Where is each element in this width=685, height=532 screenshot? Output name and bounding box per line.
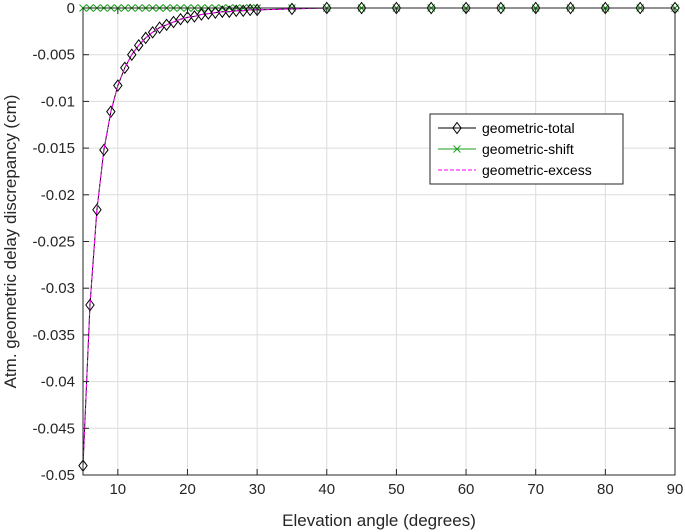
data-point-geometric-total	[99, 143, 109, 157]
data-point-geometric-total	[120, 61, 130, 75]
legend-marker	[453, 145, 461, 153]
y-tick-label: -0.025	[32, 234, 75, 251]
y-tick-label: -0.045	[32, 420, 75, 437]
x-tick-label: 40	[318, 481, 335, 498]
x-tick-label: 50	[388, 481, 405, 498]
x-marker-stroke	[453, 145, 461, 153]
data-point-geometric-total	[154, 21, 165, 34]
data-point-geometric-total	[133, 39, 144, 52]
x-tick-label: 80	[597, 481, 614, 498]
data-point-geometric-total	[231, 4, 241, 18]
data-point-geometric-total	[426, 1, 436, 15]
y-tick-label: -0.005	[32, 47, 75, 64]
data-point-geometric-total	[356, 1, 367, 15]
x-axis-label: Elevation angle (degrees)	[282, 511, 476, 530]
data-point-geometric-total	[113, 79, 123, 92]
y-axis-label: Atm. geometric delay discrepancy (cm)	[1, 95, 20, 389]
data-point-geometric-total	[85, 298, 95, 312]
data-point-geometric-total	[224, 5, 235, 19]
data-point-geometric-total	[287, 2, 297, 16]
legend-marker	[452, 121, 462, 135]
y-tick-label: -0.04	[41, 374, 75, 391]
x-tick-label: 20	[179, 481, 196, 498]
y-tick-label: -0.02	[41, 187, 75, 204]
legend-entry-geometric-total: geometric-total	[438, 120, 575, 136]
data-point-geometric-total	[127, 48, 137, 62]
data-point-geometric-total	[238, 4, 248, 18]
data-point-geometric-total	[565, 1, 576, 15]
data-point-geometric-total	[210, 6, 221, 20]
data-point-geometric-total	[106, 105, 116, 119]
y-tick-label: -0.01	[41, 93, 75, 110]
x-tick-label: 10	[109, 481, 126, 498]
x-tick-label: 70	[527, 481, 544, 498]
legend: geometric-total geometric-shift geometric-…	[429, 113, 624, 185]
y-tick-label: -0.015	[32, 140, 75, 157]
x-tick-label: 90	[667, 481, 684, 498]
legend-label: geometric-shift	[482, 141, 574, 157]
y-tick-label: 0	[67, 0, 75, 17]
data-point-geometric-total	[92, 203, 102, 217]
legend-entry-geometric-excess: geometric-excess	[438, 162, 592, 178]
y-tick-label: -0.05	[41, 467, 75, 484]
data-point-geometric-total	[217, 5, 228, 19]
data-point-geometric-total	[182, 11, 193, 24]
ticks: 10 20 30 40 50 60 70 80 90 -0.05 -0.045 -0.04 -0.035…	[32, 0, 683, 498]
legend-label: geometric-excess	[482, 162, 592, 178]
data-point-geometric-total	[168, 15, 179, 29]
legend-label: geometric-total	[482, 120, 575, 136]
data-point-geometric-total	[496, 1, 506, 15]
y-tick-label: -0.035	[32, 327, 75, 344]
x-tick-label: 30	[249, 481, 266, 498]
data-point-geometric-total	[196, 8, 207, 21]
legend-entry-geometric-shift: geometric-shift	[438, 141, 574, 157]
data-point-geometric-total	[161, 18, 172, 32]
x-tick-label: 60	[458, 481, 475, 498]
y-tick-label: -0.03	[41, 280, 75, 297]
data-point-geometric-total	[635, 1, 645, 15]
data-point-geometric-total	[203, 7, 214, 20]
